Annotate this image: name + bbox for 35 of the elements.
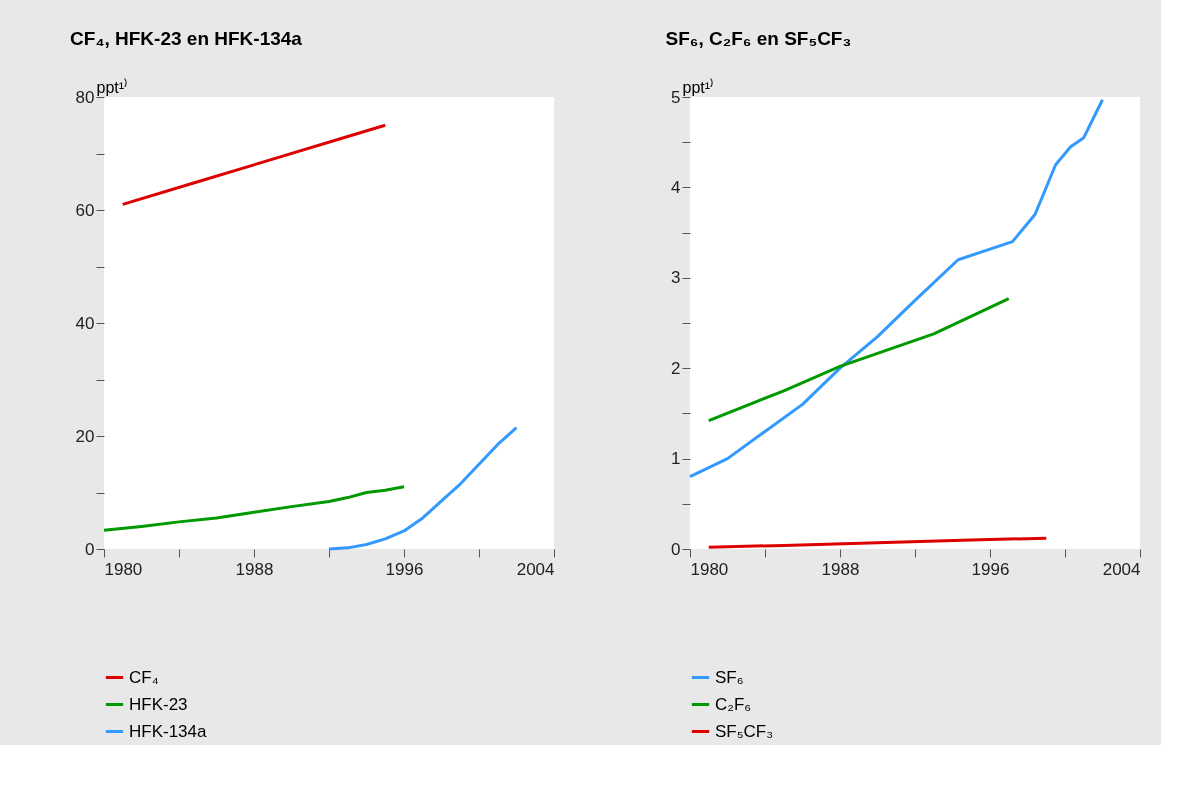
- line-series: [102, 485, 406, 532]
- line-series: [121, 123, 387, 206]
- legend-label: HFK-23: [129, 694, 188, 714]
- chart-title: CF₄, HFK-23 en HFK-134a: [70, 28, 303, 49]
- line-series: [707, 536, 1048, 549]
- legend-label: HFK-134a: [129, 721, 208, 741]
- legend-label: SF₆: [715, 667, 744, 687]
- y-tick-label: 1: [671, 449, 681, 469]
- legend-label: CF₄: [129, 667, 159, 687]
- y-tick-label: 2: [671, 358, 681, 378]
- x-tick-label: 2004: [1102, 559, 1141, 579]
- x-tick-label: 1988: [235, 559, 274, 579]
- x-tick-label: 1996: [385, 559, 424, 579]
- legend-label: SF₅CF₃: [715, 721, 774, 741]
- y-tick-label: 20: [75, 426, 95, 446]
- line-series: [688, 98, 1104, 479]
- y-axis-title: ppt¹⁾: [96, 77, 129, 96]
- y-tick-label: 0: [85, 539, 95, 559]
- y-tick-label: 80: [75, 87, 95, 107]
- y-tick-label: 0: [671, 539, 681, 559]
- y-tick-label: 4: [671, 177, 681, 197]
- y-tick-label: 60: [75, 200, 95, 220]
- line-series: [707, 297, 1011, 423]
- x-tick-label: 1980: [104, 559, 143, 579]
- y-tick-label: 3: [671, 268, 681, 288]
- x-tick-label: 1988: [821, 559, 860, 579]
- x-tick-label: 1996: [971, 559, 1010, 579]
- x-tick-label: 1980: [690, 559, 729, 579]
- y-axis-title: ppt¹⁾: [682, 77, 715, 96]
- legend-label: C₂F₆: [715, 694, 752, 714]
- line-series: [327, 426, 518, 551]
- y-tick-label: 40: [75, 313, 95, 333]
- y-tick-label: 5: [671, 87, 681, 107]
- chart-title: SF₆, C₂F₆ en SF₅CF₃: [665, 28, 852, 49]
- x-tick-label: 2004: [516, 559, 555, 579]
